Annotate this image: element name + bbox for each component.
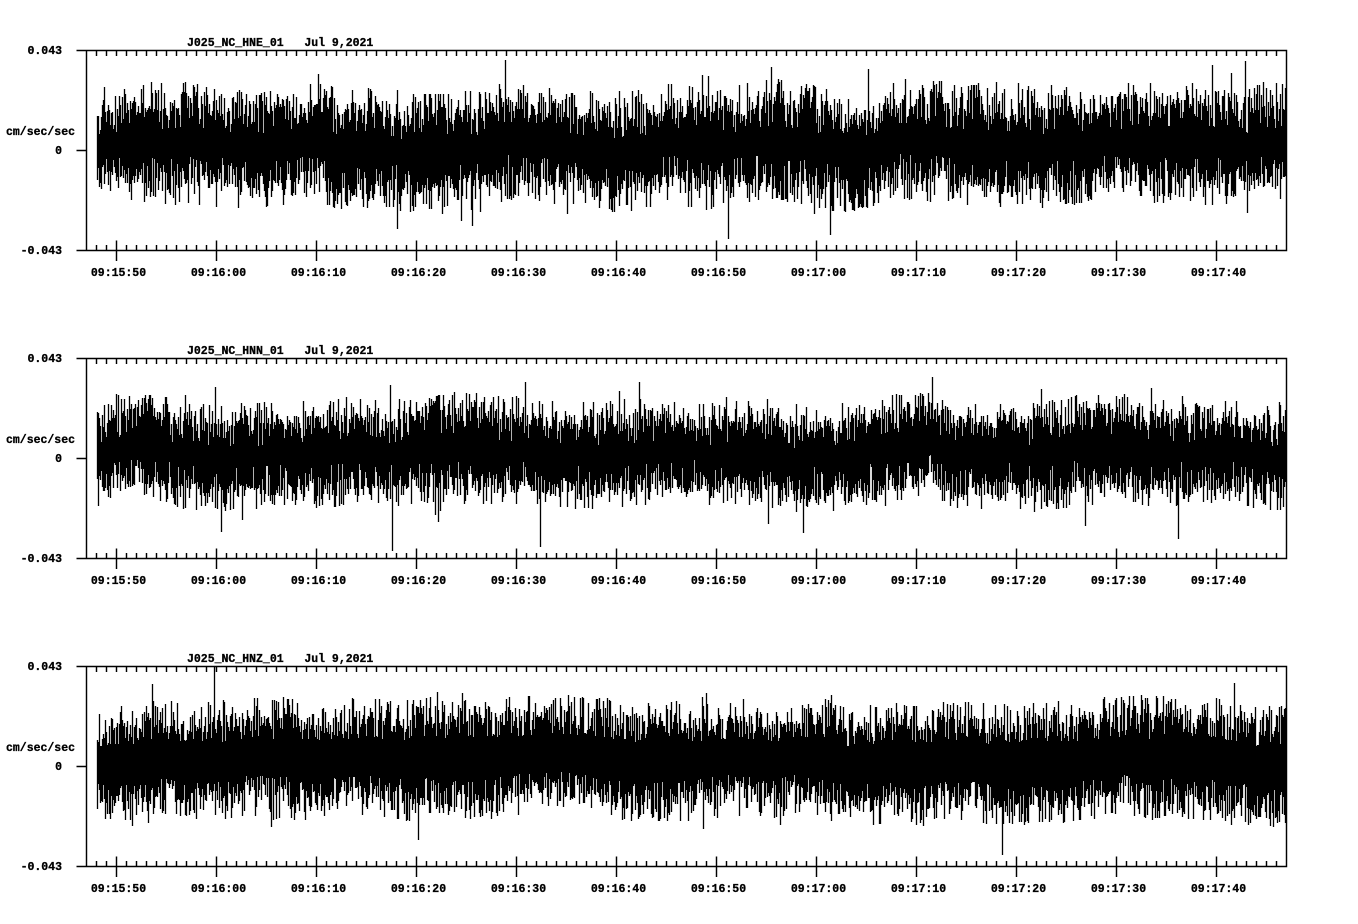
- svg-text:09:16:40: 09:16:40: [591, 267, 646, 280]
- svg-text:-0.043: -0.043: [21, 553, 63, 566]
- svg-text:09:16:20: 09:16:20: [391, 575, 446, 588]
- svg-text:09:17:40: 09:17:40: [1191, 575, 1246, 588]
- svg-text:J025_NC_HNE_01 Jul 9,2021: J025_NC_HNE_01 Jul 9,2021: [187, 37, 373, 50]
- svg-text:09:15:50: 09:15:50: [91, 575, 146, 588]
- svg-text:09:16:10: 09:16:10: [291, 267, 346, 280]
- svg-text:09:16:20: 09:16:20: [391, 267, 446, 280]
- svg-text:09:15:50: 09:15:50: [91, 267, 146, 280]
- svg-text:0.043: 0.043: [27, 661, 62, 674]
- svg-text:0.043: 0.043: [27, 45, 62, 58]
- svg-text:09:16:00: 09:16:00: [191, 267, 246, 280]
- svg-text:09:16:30: 09:16:30: [491, 575, 546, 588]
- svg-text:cm/sec/sec: cm/sec/sec: [6, 434, 75, 447]
- svg-text:09:17:20: 09:17:20: [991, 883, 1046, 896]
- svg-text:09:16:00: 09:16:00: [191, 883, 246, 896]
- svg-text:09:16:40: 09:16:40: [591, 575, 646, 588]
- svg-text:09:17:10: 09:17:10: [891, 883, 946, 896]
- svg-text:09:17:40: 09:17:40: [1191, 883, 1246, 896]
- svg-text:J025_NC_HNZ_01 Jul 9,2021: J025_NC_HNZ_01 Jul 9,2021: [187, 653, 373, 666]
- svg-text:09:17:00: 09:17:00: [791, 883, 846, 896]
- svg-text:09:16:50: 09:16:50: [691, 267, 746, 280]
- svg-text:09:16:50: 09:16:50: [691, 883, 746, 896]
- svg-text:cm/sec/sec: cm/sec/sec: [6, 126, 75, 139]
- svg-text:0.043: 0.043: [27, 353, 62, 366]
- svg-text:09:16:30: 09:16:30: [491, 267, 546, 280]
- svg-text:J025_NC_HNN_01 Jul 9,2021: J025_NC_HNN_01 Jul 9,2021: [187, 345, 373, 358]
- svg-text:09:17:20: 09:17:20: [991, 267, 1046, 280]
- svg-text:0: 0: [55, 453, 62, 466]
- svg-text:09:17:10: 09:17:10: [891, 267, 946, 280]
- svg-text:09:16:30: 09:16:30: [491, 883, 546, 896]
- svg-text:-0.043: -0.043: [21, 861, 63, 874]
- svg-text:09:16:20: 09:16:20: [391, 883, 446, 896]
- svg-text:09:16:50: 09:16:50: [691, 575, 746, 588]
- svg-text:09:17:10: 09:17:10: [891, 575, 946, 588]
- svg-text:09:16:00: 09:16:00: [191, 575, 246, 588]
- svg-text:09:16:10: 09:16:10: [291, 883, 346, 896]
- svg-text:09:17:00: 09:17:00: [791, 575, 846, 588]
- svg-text:09:15:50: 09:15:50: [91, 883, 146, 896]
- svg-text:09:17:30: 09:17:30: [1091, 883, 1146, 896]
- svg-text:0: 0: [55, 761, 62, 774]
- svg-text:09:17:20: 09:17:20: [991, 575, 1046, 588]
- svg-text:0: 0: [55, 145, 62, 158]
- svg-text:09:16:40: 09:16:40: [591, 883, 646, 896]
- svg-text:09:16:10: 09:16:10: [291, 575, 346, 588]
- svg-text:-0.043: -0.043: [21, 245, 63, 258]
- svg-text:09:17:00: 09:17:00: [791, 267, 846, 280]
- svg-text:cm/sec/sec: cm/sec/sec: [6, 742, 75, 755]
- svg-text:09:17:30: 09:17:30: [1091, 267, 1146, 280]
- svg-text:09:17:40: 09:17:40: [1191, 267, 1246, 280]
- svg-text:09:17:30: 09:17:30: [1091, 575, 1146, 588]
